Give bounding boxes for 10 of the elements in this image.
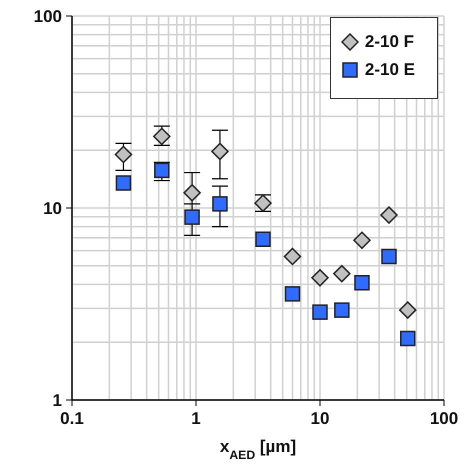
x-tick-label: 0.1 [60, 409, 84, 428]
x-tick-label: 10 [310, 409, 330, 428]
y-tick-label: 1 [52, 391, 62, 410]
y-tick-label: 10 [43, 199, 62, 218]
y-tick-label: 100 [34, 7, 62, 26]
x-tick-label: 1 [191, 409, 201, 428]
legend-label: 2-10 E [364, 60, 415, 80]
legend-label: 2-10 F [364, 32, 414, 52]
x-tick-label: 100 [430, 409, 458, 428]
x-axis-title: x$_{AED}$ [µm] [220, 437, 296, 462]
